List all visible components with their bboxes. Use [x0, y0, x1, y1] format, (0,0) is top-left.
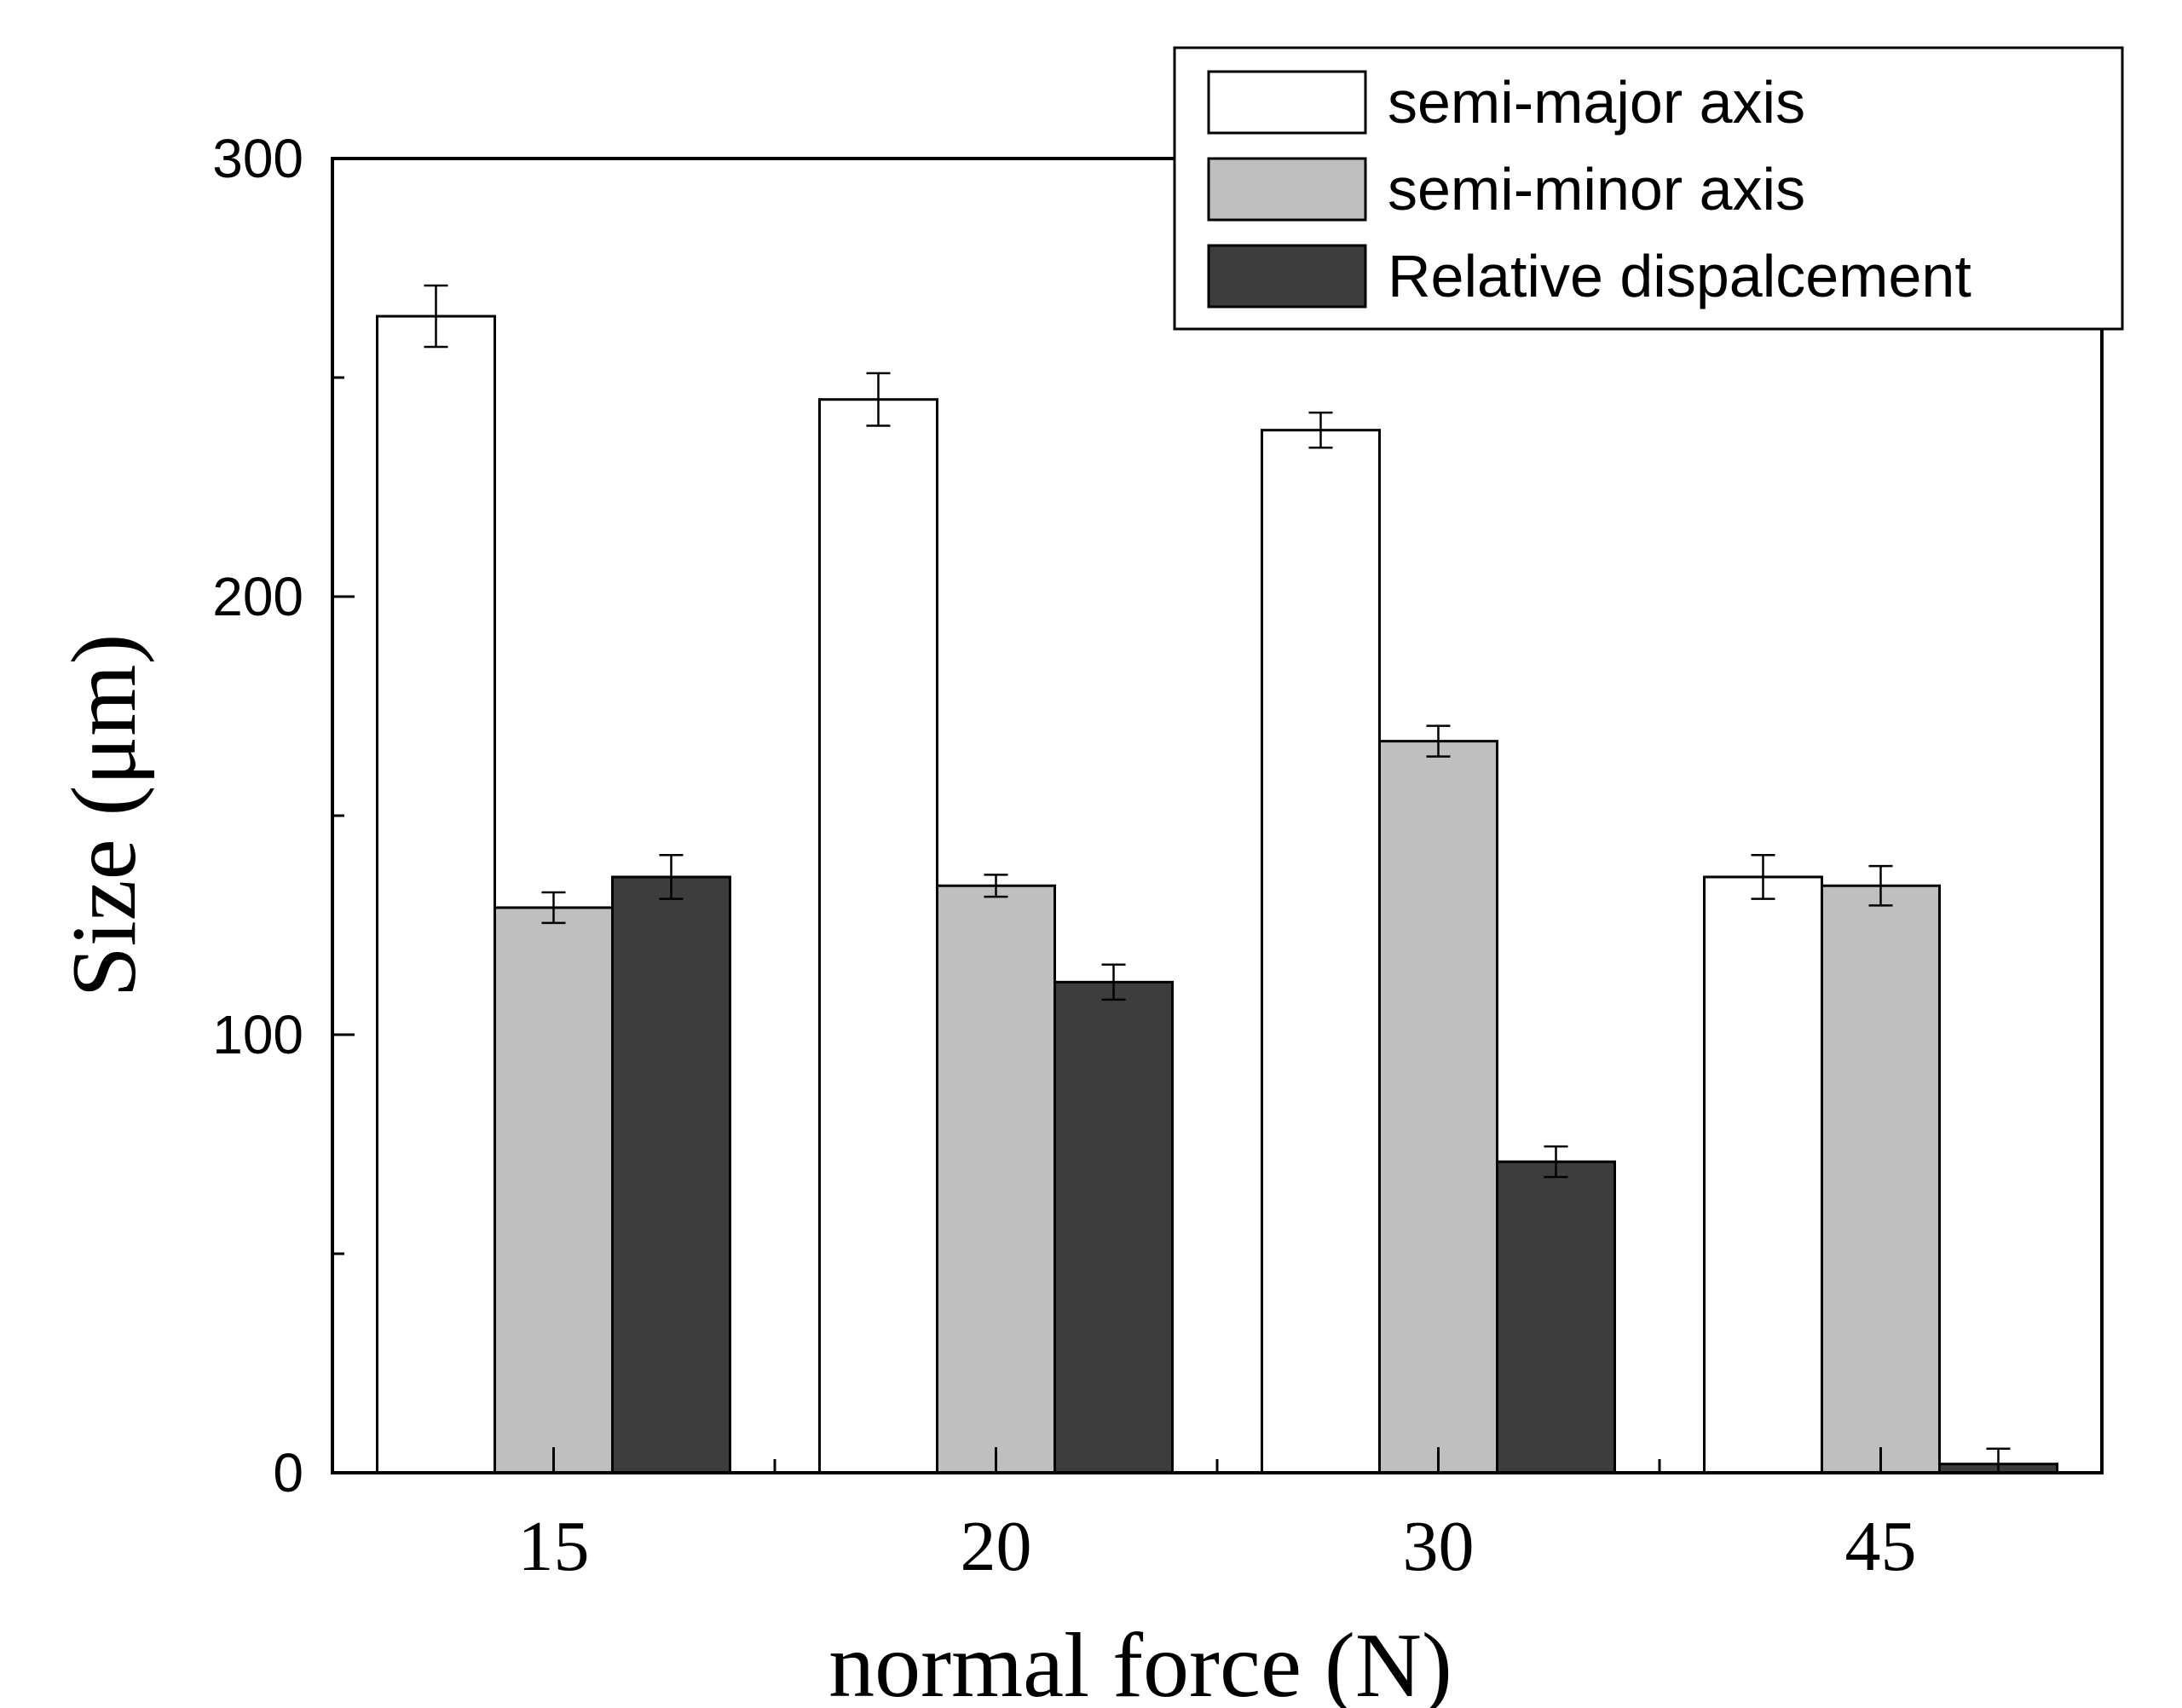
y-tick-label-300: 300: [212, 128, 303, 189]
bar-relative-dispalcement-20: [1053, 980, 1174, 1474]
bar-semi-major-axis-20: [818, 398, 938, 1474]
y-axis-title: Size (μm): [54, 634, 155, 998]
error-bar-semi-minor-axis-45: [1868, 864, 1893, 907]
legend-swatch-semi-minor-axis: [1207, 157, 1367, 222]
bar-relative-dispalcement-30: [1496, 1160, 1616, 1474]
y-tick-label-100: 100: [212, 1004, 303, 1065]
x-tick-label-20: 20: [961, 1507, 1032, 1586]
y-axis: 0 100 200 300: [212, 128, 355, 1503]
legend: semi-major axis semi-minor axis Relative d…: [1173, 46, 2124, 331]
bar-semi-major-axis-15: [376, 314, 496, 1474]
bar-semi-minor-axis-15: [494, 906, 614, 1474]
error-bar-relative-dispalcement-15: [659, 854, 684, 900]
legend-label-semi-minor-axis: semi-minor axis: [1388, 156, 1805, 222]
error-bar-relative-dispalcement-20: [1101, 963, 1126, 1001]
error-bar-semi-major-axis-45: [1751, 854, 1775, 900]
error-bar-relative-dispalcement-30: [1544, 1145, 1568, 1179]
error-bar-semi-major-axis-30: [1308, 411, 1333, 449]
legend-label-relative-dispalcement: Relative dispalcement: [1388, 243, 1971, 309]
error-bar-semi-minor-axis-30: [1426, 724, 1451, 758]
bar-semi-minor-axis-30: [1378, 740, 1498, 1474]
error-bar-semi-minor-axis-20: [984, 874, 1008, 898]
bar-semi-minor-axis-45: [1821, 884, 1941, 1474]
x-tick-label-30: 30: [1403, 1507, 1475, 1586]
legend-swatch-semi-major-axis: [1207, 70, 1367, 135]
legend-label-semi-major-axis: semi-major axis: [1388, 69, 1805, 136]
bars-layer: [376, 314, 2058, 1474]
x-axis: 15 20 30 45: [518, 1447, 1917, 1586]
error-bar-semi-major-axis-15: [424, 284, 448, 349]
x-axis-title: normal force (N): [828, 1615, 1452, 1708]
legend-swatch-relative-dispalcement: [1207, 244, 1367, 309]
error-bar-semi-minor-axis-15: [541, 891, 566, 925]
bar-semi-major-axis-45: [1703, 875, 1823, 1474]
bar-semi-major-axis-30: [1261, 429, 1381, 1474]
y-tick-label-0: 0: [273, 1442, 303, 1503]
x-tick-label-45: 45: [1845, 1507, 1917, 1586]
x-tick-label-15: 15: [518, 1507, 590, 1586]
y-tick-label-200: 200: [212, 566, 303, 627]
bar-semi-minor-axis-20: [936, 884, 1056, 1474]
bar-relative-dispalcement-15: [611, 875, 731, 1474]
error-bar-semi-major-axis-20: [866, 372, 891, 427]
